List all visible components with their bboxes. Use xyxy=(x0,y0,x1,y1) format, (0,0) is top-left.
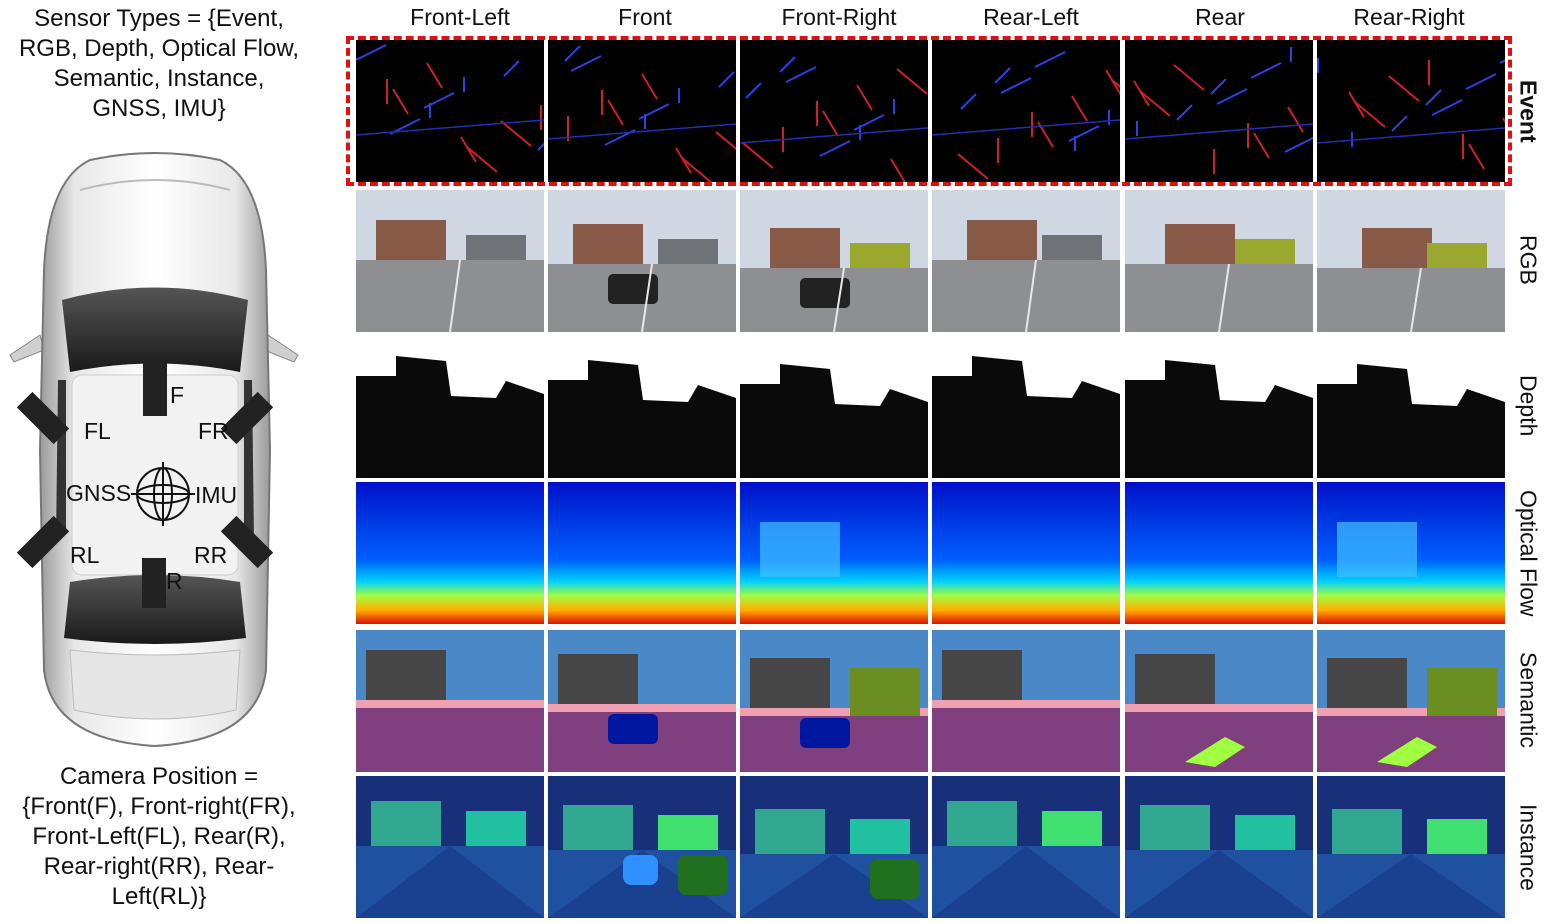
image-rgb-rear xyxy=(1125,190,1313,332)
image-optical-flow-rear-left xyxy=(932,482,1120,624)
row-label-event: Event xyxy=(1515,79,1542,143)
sensor-types-text: Sensor Types = {Event, RGB, Depth, Optic… xyxy=(18,5,300,122)
row-label-instance: Instance xyxy=(1515,803,1542,891)
image-instance-rear-left xyxy=(932,776,1120,918)
image-depth-rear xyxy=(1125,336,1313,478)
label-imu: IMU xyxy=(195,482,238,508)
label-front-right: FR xyxy=(198,418,229,444)
row-label-semantic: Semantic xyxy=(1515,652,1542,748)
camera-position-text: Camera Position = {Front(F), Front-right… xyxy=(22,763,296,910)
label-rear: R xyxy=(166,568,183,594)
front-camera-icon xyxy=(143,360,167,416)
image-semantic-front-right xyxy=(740,630,928,772)
image-depth-front xyxy=(548,336,736,478)
image-rgb-front-left xyxy=(356,190,544,332)
car-body-illustration xyxy=(9,152,299,748)
image-optical-flow-rear-right xyxy=(1317,482,1505,624)
label-gnss: GNSS xyxy=(66,480,132,506)
row-label-depth: Depth xyxy=(1515,375,1542,437)
image-optical-flow-front-left xyxy=(356,482,544,624)
image-depth-front-left xyxy=(356,336,544,478)
image-instance-rear xyxy=(1125,776,1313,918)
image-event-front xyxy=(548,40,736,182)
image-rgb-rear-right xyxy=(1317,190,1505,332)
car-top-view-diagram: F FL FR GNSS IMU RL RR R xyxy=(0,150,310,750)
image-instance-front-right xyxy=(740,776,928,918)
label-rear-right: RR xyxy=(194,542,228,568)
image-event-front-left xyxy=(356,40,544,182)
image-optical-flow-rear xyxy=(1125,482,1313,624)
column-header-front: Front xyxy=(618,4,672,30)
image-event-rear-right xyxy=(1317,40,1505,182)
image-event-rear-left xyxy=(932,40,1120,182)
image-semantic-rear xyxy=(1125,630,1313,772)
column-header-rear-left: Rear-Left xyxy=(983,4,1079,30)
gnss-imu-icon xyxy=(131,462,195,526)
column-header-rear-right: Rear-Right xyxy=(1353,4,1465,30)
image-optical-flow-front-right xyxy=(740,482,928,624)
image-semantic-rear-left xyxy=(932,630,1120,772)
image-optical-flow-front xyxy=(548,482,736,624)
column-header-rear: Rear xyxy=(1195,4,1245,30)
image-semantic-rear-right xyxy=(1317,630,1505,772)
image-depth-front-right xyxy=(740,336,928,478)
row-label-rgb: RGB xyxy=(1515,235,1542,285)
label-front-left: FL xyxy=(84,418,111,444)
image-depth-rear-right xyxy=(1317,336,1505,478)
image-rgb-front-right xyxy=(740,190,928,332)
image-instance-rear-right xyxy=(1317,776,1505,918)
column-header-front-right: Front-Right xyxy=(781,4,897,30)
row-label-optical-flow: Optical Flow xyxy=(1515,489,1542,617)
image-instance-front xyxy=(548,776,736,918)
image-depth-rear-left xyxy=(932,336,1120,478)
label-rear-left: RL xyxy=(70,542,100,568)
column-header-front-left: Front-Left xyxy=(410,4,510,30)
image-rgb-front xyxy=(548,190,736,332)
image-semantic-front-left xyxy=(356,630,544,772)
image-semantic-front xyxy=(548,630,736,772)
image-event-front-right xyxy=(740,40,928,182)
image-rgb-rear-left xyxy=(932,190,1120,332)
image-event-rear xyxy=(1125,40,1313,182)
label-front: F xyxy=(170,382,185,408)
image-instance-front-left xyxy=(356,776,544,918)
